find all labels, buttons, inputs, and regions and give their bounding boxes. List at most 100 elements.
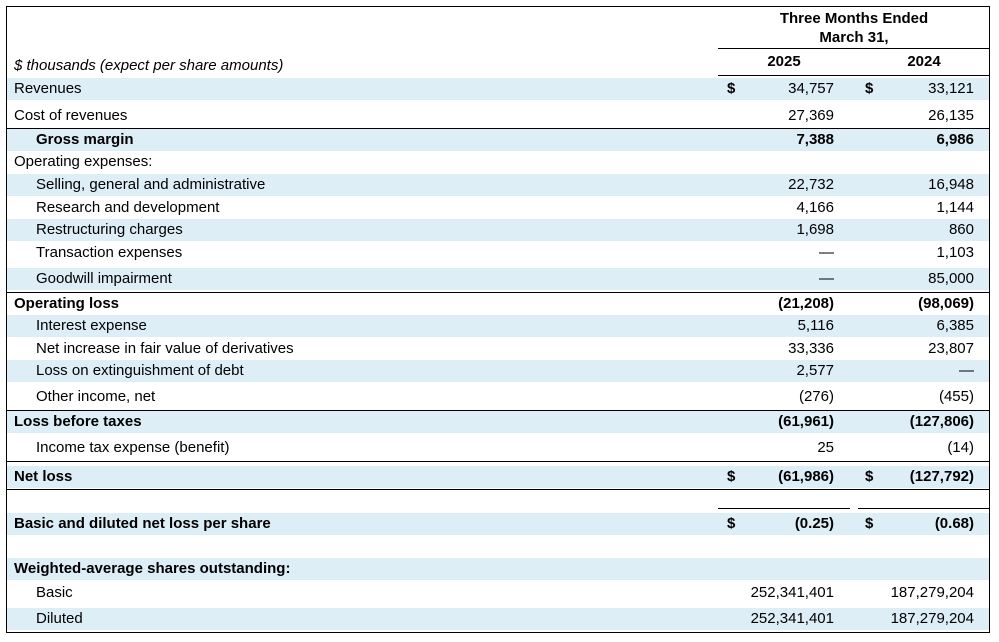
- row-label: Weighted-average shares outstanding:: [14, 560, 291, 577]
- table-row: Restructuring charges 1,698 860: [7, 219, 989, 241]
- table-rule: [7, 410, 989, 411]
- table-rule: [7, 489, 989, 490]
- value-2025: —: [819, 270, 834, 287]
- period-header: Three Months Ended March 31,: [718, 9, 990, 47]
- period-header-rule: [718, 48, 990, 49]
- value-2025: 34,757: [788, 80, 834, 97]
- value-2024: 187,279,204: [890, 610, 974, 627]
- table-row: Other income, net (276) (455): [7, 386, 989, 408]
- value-2024: 23,807: [928, 340, 974, 357]
- value-2024: 33,121: [928, 80, 974, 97]
- table-row: Diluted 252,341,401 187,279,204: [7, 608, 989, 630]
- table-row: Basic 252,341,401 187,279,204: [7, 582, 989, 604]
- row-label: Restructuring charges: [36, 221, 183, 238]
- table-row: Cost of revenues 27,369 26,135: [7, 105, 989, 127]
- table-row: Operating expenses:: [7, 151, 989, 173]
- currency-symbol-2025: $: [727, 80, 736, 97]
- table-row: Income tax expense (benefit) 25 (14): [7, 437, 989, 459]
- period-header-line2: March 31,: [819, 29, 889, 46]
- value-2024: 26,135: [928, 107, 974, 124]
- value-2024: 85,000: [928, 270, 974, 287]
- value-2025: 1,698: [796, 221, 834, 238]
- value-2025: 22,732: [788, 176, 834, 193]
- units-caption: $ thousands (expect per share amounts): [14, 57, 284, 74]
- table-rule: [7, 461, 989, 462]
- value-2025: 7,388: [796, 131, 834, 148]
- value-2024: 187,279,204: [890, 584, 974, 601]
- value-2025: (21,208): [778, 295, 834, 312]
- table-row: Operating loss (21,208) (98,069): [7, 293, 989, 315]
- currency-symbol-2025: $: [727, 515, 736, 532]
- year-header-rule: [718, 75, 990, 76]
- table-rule: [7, 292, 989, 293]
- table-row: Gross margin 7,388 6,986: [7, 129, 989, 151]
- row-label: Gross margin: [36, 131, 134, 148]
- table-row: Revenues $34,757 $33,121: [7, 78, 989, 100]
- table-row: Selling, general and administrative 22,73…: [7, 174, 989, 196]
- value-2024: (14): [947, 439, 974, 456]
- value-2024: (0.68): [934, 515, 974, 532]
- row-label: Other income, net: [36, 388, 156, 405]
- table-rule: [858, 508, 990, 509]
- table-row: Transaction expenses — 1,103: [7, 242, 989, 264]
- row-label: Net increase in fair value of derivative…: [36, 340, 294, 357]
- value-2024: 6,385: [936, 317, 974, 334]
- year-header-2025: 2025: [767, 53, 801, 70]
- value-2024: 6,986: [936, 131, 974, 148]
- value-2025: (276): [798, 388, 834, 405]
- table-row: Research and development 4,166 1,144: [7, 197, 989, 219]
- income-statement-table: [6, 6, 990, 633]
- table-row: Loss before taxes (61,961) (127,806): [7, 411, 989, 433]
- row-label: Diluted: [36, 610, 83, 627]
- table-row: Net increase in fair value of derivative…: [7, 338, 989, 360]
- row-label: Basic: [36, 584, 73, 601]
- table-row: Weighted-average shares outstanding:: [7, 558, 989, 580]
- value-2024: 1,144: [936, 199, 974, 216]
- row-label: Loss before taxes: [14, 413, 142, 430]
- value-2025: 2,577: [796, 362, 834, 379]
- value-2025: 252,341,401: [750, 610, 834, 627]
- value-2024: (127,806): [909, 413, 974, 430]
- row-label: Operating loss: [14, 295, 120, 312]
- value-2025: 252,341,401: [750, 584, 834, 601]
- value-2024: 1,103: [936, 244, 974, 261]
- value-2025: 27,369: [788, 107, 834, 124]
- row-label: Basic and diluted net loss per share: [14, 515, 271, 532]
- row-label: Income tax expense (benefit): [36, 439, 230, 456]
- value-2025: 33,336: [788, 340, 834, 357]
- value-2024: —: [959, 362, 974, 379]
- value-2024: (127,792): [909, 468, 974, 485]
- row-label: Goodwill impairment: [36, 270, 172, 287]
- row-label: Research and development: [36, 199, 220, 216]
- period-header-line1: Three Months Ended: [779, 10, 929, 27]
- currency-symbol-2024: $: [865, 515, 874, 532]
- value-2025: (61,961): [778, 413, 834, 430]
- row-label: Interest expense: [36, 317, 147, 334]
- table-row: Interest expense 5,116 6,385: [7, 315, 989, 337]
- value-2025: 25: [817, 439, 834, 456]
- value-2025: —: [819, 244, 834, 261]
- year-header-2024: 2024: [907, 53, 941, 70]
- table-rule: [718, 508, 850, 509]
- value-2025: 5,116: [797, 317, 834, 334]
- value-2025: (0.25): [794, 515, 834, 532]
- value-2024: 860: [948, 221, 974, 238]
- row-label: Revenues: [14, 80, 82, 97]
- table-row: Net loss $ (61,986) $ (127,792): [7, 466, 989, 488]
- table-rule: [7, 128, 989, 129]
- row-label: Loss on extinguishment of debt: [36, 362, 244, 379]
- table-row: Goodwill impairment — 85,000: [7, 268, 989, 290]
- value-2024: (98,069): [918, 295, 974, 312]
- value-2025: (61,986): [778, 468, 834, 485]
- table-row: Loss on extinguishment of debt 2,577 —: [7, 360, 989, 382]
- table-row: Basic and diluted net loss per share $ (0.…: [7, 513, 989, 535]
- value-2025: 4,166: [796, 199, 834, 216]
- value-2024: (455): [938, 388, 974, 405]
- row-label: Transaction expenses: [36, 244, 183, 261]
- row-label: Cost of revenues: [14, 107, 128, 124]
- currency-symbol-2024: $: [865, 80, 874, 97]
- row-label: Operating expenses:: [14, 153, 153, 170]
- currency-symbol-2024: $: [865, 468, 874, 485]
- row-label: Net loss: [14, 468, 73, 485]
- row-label: Selling, general and administrative: [36, 176, 266, 193]
